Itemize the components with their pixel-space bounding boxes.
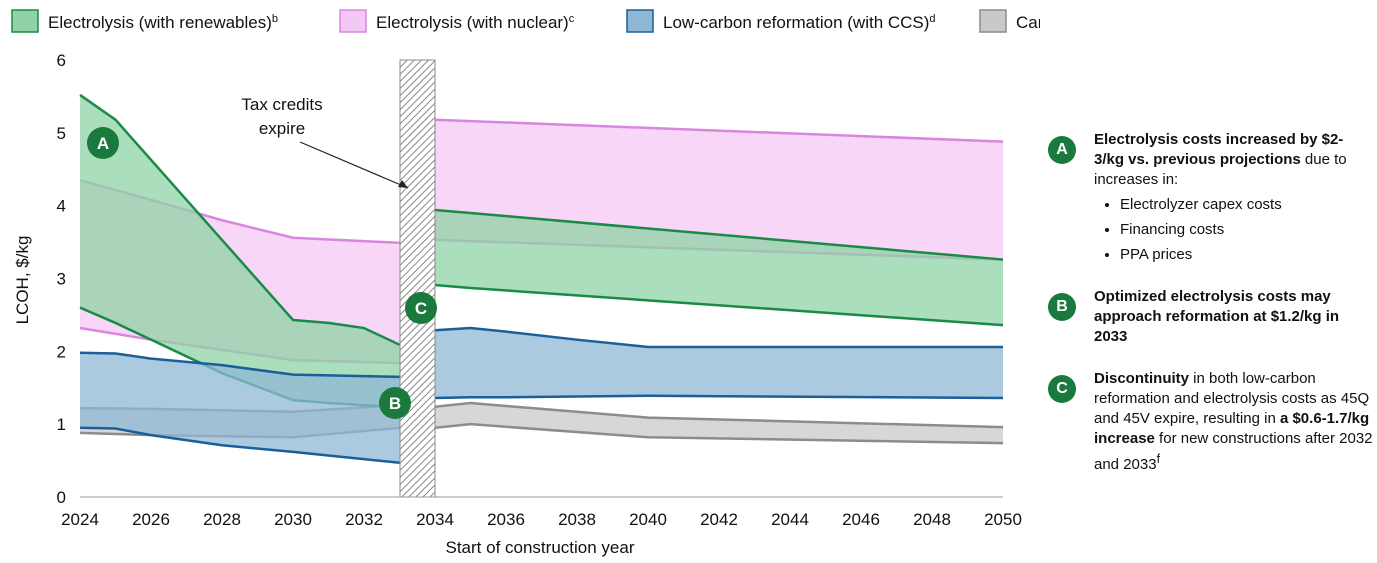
legend-note: b	[272, 13, 278, 25]
y-tick-label: 5	[57, 124, 66, 143]
notes: A Electrolysis costs increased by $2-3/kg…	[1048, 130, 1373, 497]
x-tick-label: 2028	[203, 510, 241, 529]
x-tick-label: 2038	[558, 510, 596, 529]
legend-label: Carbon-intensive reformation (no CCS)e	[1016, 13, 1040, 32]
x-tick-label: 2050	[984, 510, 1022, 529]
legend-name: Electrolysis (with nuclear)	[376, 13, 569, 32]
note-run: for new constructions after 2032 and 203…	[1094, 430, 1373, 473]
legend-swatch	[11, 9, 39, 33]
note-text: Discontinuity in both low-carbon reforma…	[1094, 369, 1373, 475]
legend-note: c	[569, 13, 575, 25]
bullets: Electrolyzer capex costs Financing costs P…	[1094, 195, 1373, 265]
note: A Electrolysis costs increased by $2-3/kg…	[1048, 130, 1373, 265]
x-tick-label: 2048	[913, 510, 951, 529]
expiry-hatch	[399, 59, 436, 498]
x-tick-label: 2036	[487, 510, 525, 529]
y-tick-label: 0	[57, 488, 66, 507]
x-tick-label: 2026	[132, 510, 170, 529]
x-tick-label: 2040	[629, 510, 667, 529]
legend-note: d	[929, 13, 935, 25]
legend-swatch	[979, 9, 1007, 33]
note-run: Discontinuity	[1094, 370, 1190, 387]
note-badge: A	[1048, 136, 1076, 164]
x-tick-label: 2044	[771, 510, 809, 529]
x-tick-label: 2030	[274, 510, 312, 529]
badge	[379, 387, 411, 419]
badge	[405, 292, 437, 324]
band	[435, 403, 1003, 444]
note: C Discontinuity in both low-carbon reform…	[1048, 369, 1373, 475]
legend-label: Electrolysis (with nuclear)c	[376, 13, 575, 32]
band-edge	[434, 401, 1004, 429]
annotation: Tax credits expire	[241, 95, 322, 138]
badge-label: B	[389, 394, 401, 413]
band-edge	[434, 394, 1004, 400]
annotation-arrow	[299, 141, 409, 189]
legend-name: Low-carbon reformation (with CCS)	[663, 13, 929, 32]
y-axis-label: LCOH, $/kg	[13, 236, 32, 325]
y-tick-label: 1	[57, 415, 66, 434]
note-run: f	[1156, 452, 1161, 466]
band-edge	[434, 326, 1003, 349]
x-tick-label: 2032	[345, 510, 383, 529]
arrow-head	[398, 180, 408, 188]
badge-label: C	[415, 299, 427, 318]
y-tick-label: 3	[57, 270, 66, 289]
band	[435, 210, 1003, 326]
legend-swatch	[626, 9, 654, 33]
band-edge	[434, 283, 1004, 327]
band-edge	[79, 351, 400, 379]
bullet: PPA prices	[1120, 245, 1373, 265]
note-run: a $0.6-1.7/kg increase	[1094, 410, 1370, 447]
x-tick-label: 2046	[842, 510, 880, 529]
band-edge	[434, 422, 1004, 445]
legend-swatch	[339, 9, 367, 33]
x-tick-label: 2034	[416, 510, 454, 529]
band	[435, 328, 1003, 398]
note-text: Electrolysis costs increased by $2-3/kg …	[1094, 130, 1373, 190]
y-tick-label: 4	[57, 197, 66, 216]
note: B Optimized electrolysis costs may approa…	[1048, 287, 1373, 347]
note-badge: C	[1048, 375, 1076, 403]
bullet: Financing costs	[1120, 220, 1373, 240]
note-badge: B	[1048, 293, 1076, 321]
note-run: in both low-carbon reformation and elect…	[1094, 370, 1370, 427]
x-tick-label: 2042	[700, 510, 738, 529]
legend-name: Electrolysis (with renewables)	[48, 13, 272, 32]
y-tick-label: 2	[57, 342, 66, 361]
chart: Tax credits expire LCOH, $/kg Start of co…	[11, 9, 1317, 557]
legend-label: Low-carbon reformation (with CCS)d	[663, 13, 936, 32]
band-edge	[79, 426, 400, 465]
badge	[87, 127, 119, 159]
note-text: Optimized electrolysis costs may approac…	[1094, 287, 1373, 347]
bullet: Electrolyzer capex costs	[1120, 195, 1373, 215]
band	[80, 94, 400, 407]
x-tick-label: 2024	[61, 510, 99, 529]
x-axis-label: Start of construction year	[446, 538, 635, 557]
y-tick-label: 6	[57, 51, 66, 70]
band-edge	[434, 118, 1004, 143]
note-run: due to increases in:	[1094, 151, 1347, 188]
legend-name: Carbon-intensive reformation (no CCS)	[1016, 13, 1040, 32]
band-edge	[79, 93, 401, 346]
note-run: Optimized electrolysis costs may approac…	[1094, 288, 1340, 345]
legend-label: Electrolysis (with renewables)b	[48, 13, 278, 32]
band-edge	[434, 208, 1004, 261]
badge-label: A	[97, 134, 109, 153]
note-run: Electrolysis costs increased by $2-3/kg …	[1094, 131, 1344, 168]
